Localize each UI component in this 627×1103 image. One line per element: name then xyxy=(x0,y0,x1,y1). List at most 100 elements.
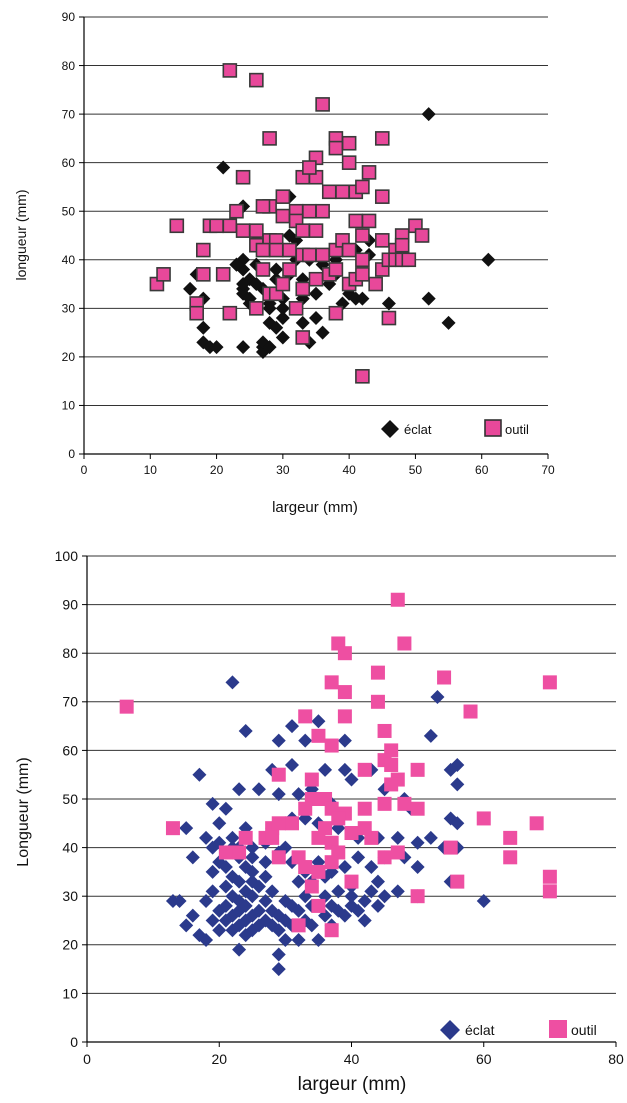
y-tick-label: 50 xyxy=(62,791,78,807)
outil-point xyxy=(341,242,357,258)
x-tick-labels: 0 20 40 60 80 xyxy=(83,1051,624,1067)
outil-point xyxy=(249,223,264,238)
outil-point xyxy=(295,281,311,297)
outil-point xyxy=(321,184,337,200)
eclat-point xyxy=(337,860,352,875)
eclat-point xyxy=(355,291,370,306)
scatter-plot-bottom: 0 10 20 30 40 50 60 70 80 90 100 0 20 40 60 80 largeur… xyxy=(15,548,624,1095)
eclat-point xyxy=(179,821,194,836)
outil-point xyxy=(304,772,319,787)
outil-point xyxy=(542,869,557,884)
outil-point xyxy=(368,276,383,292)
y-tick-label: 20 xyxy=(62,350,76,364)
eclat-point xyxy=(251,782,266,797)
eclat-point xyxy=(232,782,247,797)
eclat-point xyxy=(232,942,247,957)
outil-point xyxy=(222,218,238,234)
eclat-point xyxy=(423,830,438,845)
outil-point xyxy=(232,845,247,860)
eclat-point xyxy=(242,272,257,287)
outil-point xyxy=(295,330,311,345)
eclat-point xyxy=(370,874,385,889)
eclat-point xyxy=(185,850,200,865)
outil-point xyxy=(311,898,326,913)
eclat-point xyxy=(271,923,286,938)
eclat-point xyxy=(291,874,306,889)
outil-point xyxy=(268,242,284,258)
outil-point xyxy=(410,801,425,816)
outil-point xyxy=(265,830,280,845)
data-points xyxy=(149,63,496,384)
eclat-point xyxy=(271,733,286,748)
x-tick-label: 80 xyxy=(608,1051,624,1067)
y-tick-label: 60 xyxy=(62,156,76,170)
outil-point xyxy=(463,704,478,719)
x-tick-label: 0 xyxy=(83,1051,91,1067)
eclat-point xyxy=(236,340,251,355)
eclat-point xyxy=(421,107,436,122)
eclat-point xyxy=(421,291,436,306)
eclat-point xyxy=(315,325,330,340)
eclat-point xyxy=(390,884,405,899)
outil-point xyxy=(529,816,544,831)
eclat-point xyxy=(450,816,465,831)
eclat-point xyxy=(390,830,405,845)
outil-point xyxy=(249,72,264,88)
legend-diamond-icon xyxy=(440,1020,460,1040)
eclat-point xyxy=(232,874,247,889)
legend-label-eclat: éclat xyxy=(465,1022,495,1038)
eclat-point xyxy=(265,903,280,918)
outil-point xyxy=(503,830,518,845)
outil-point xyxy=(271,850,286,865)
eclat-point xyxy=(245,923,260,938)
outil-point xyxy=(374,189,390,204)
eclat-point xyxy=(324,898,339,913)
eclat-point xyxy=(229,257,244,272)
outil-point xyxy=(282,262,297,277)
y-axis-title: longueur (mm) xyxy=(13,189,29,280)
eclat-point xyxy=(309,311,323,326)
eclat-point xyxy=(262,340,277,355)
eclat-point xyxy=(381,296,396,311)
outil-point xyxy=(394,237,410,253)
eclat-point xyxy=(238,860,253,875)
x-axis-title: largeur (mm) xyxy=(298,1074,407,1095)
eclat-point xyxy=(199,894,214,909)
legend-label-outil: outil xyxy=(505,422,529,437)
eclat-point xyxy=(179,918,194,933)
legend-label-outil: outil xyxy=(571,1022,597,1038)
eclat-point xyxy=(238,723,253,738)
eclat-point xyxy=(212,923,227,938)
outil-point xyxy=(355,228,370,243)
eclat-point xyxy=(218,860,233,875)
axes xyxy=(82,555,617,1047)
eclat-point xyxy=(304,918,319,933)
outil-point xyxy=(255,242,271,258)
outil-point xyxy=(165,821,180,836)
outil-point xyxy=(308,223,324,238)
x-tick-label: 20 xyxy=(210,463,224,477)
outil-point xyxy=(377,723,392,738)
outil-point xyxy=(275,208,291,224)
eclat-point xyxy=(249,277,264,292)
x-tick-label: 10 xyxy=(144,463,158,477)
eclat-point xyxy=(309,286,323,301)
x-tick-label: 30 xyxy=(276,463,290,477)
eclat-point xyxy=(275,330,290,345)
y-tick-label: 60 xyxy=(62,742,78,758)
outil-point xyxy=(542,675,557,690)
outil-point xyxy=(397,636,412,651)
eclat-point xyxy=(351,903,366,918)
outil-point xyxy=(337,685,352,700)
eclat-point xyxy=(364,884,379,899)
eclat-point xyxy=(212,816,227,831)
outil-point xyxy=(284,816,299,831)
eclat-point xyxy=(430,689,445,704)
outil-point xyxy=(337,709,352,724)
eclat-point xyxy=(410,860,425,875)
eclat-point xyxy=(271,947,286,962)
outil-point xyxy=(355,252,370,268)
outil-point xyxy=(370,665,385,680)
outil-point xyxy=(384,757,399,772)
eclat-point xyxy=(225,830,240,845)
